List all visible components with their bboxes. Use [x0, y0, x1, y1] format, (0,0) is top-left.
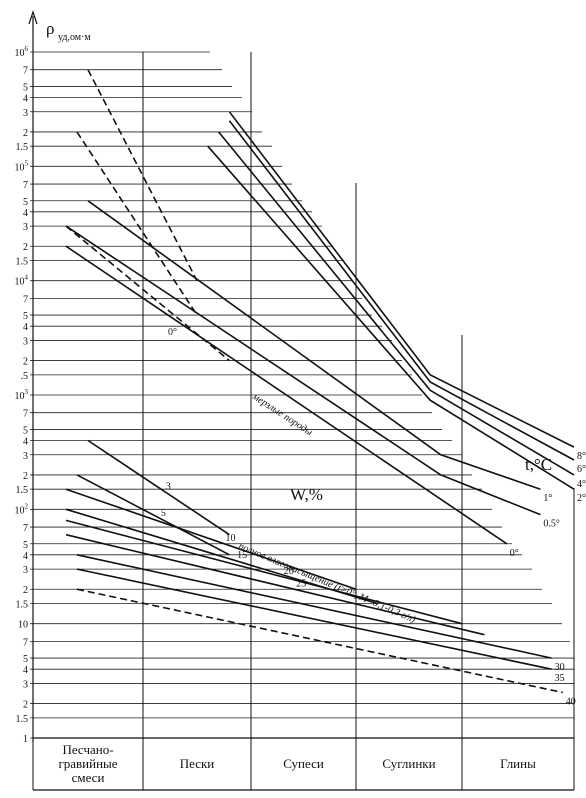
category-label: Пески: [180, 756, 215, 771]
y-tick-label: 4: [23, 436, 28, 447]
series-line: [65, 245, 508, 545]
y-tick-label: 2: [23, 471, 28, 482]
series-line: [217, 131, 575, 476]
y-tick-label: 2: [23, 242, 28, 253]
saturation-label: полное влагонасыщение (t>0°, M=0,1-0,3 г…: [237, 541, 418, 626]
y-tick-label: 103: [15, 388, 29, 402]
series-line: [87, 69, 198, 282]
series-label: 4°: [577, 479, 586, 490]
y-tick-label: 104: [15, 274, 29, 288]
y-tick-label: 3: [23, 679, 28, 690]
category-label: гравийные: [58, 756, 117, 771]
series-line: [228, 120, 575, 461]
y-axis-ticks: 106754321.5105754321.510475432.510375432…: [15, 45, 29, 745]
y-tick-label: 4: [23, 208, 28, 219]
y-tick-label: 2: [23, 357, 28, 368]
y-tick-label: 7: [23, 294, 28, 305]
y-tick-label: 105: [15, 159, 29, 173]
y-tick-label: 1.5: [16, 600, 29, 611]
category-label: Песчано-: [62, 742, 113, 757]
y-tick-label: 5: [23, 654, 28, 665]
y-tick-label: 1.5: [16, 142, 29, 153]
y-axis-symbol: ρ: [46, 19, 54, 38]
y-tick-label: 1.5: [16, 485, 29, 496]
series-label: 5: [161, 508, 166, 519]
series-label: 35: [555, 673, 565, 684]
series-label: 2°: [577, 493, 586, 504]
series-label: 1°: [543, 493, 552, 504]
y-axis-arrow: [28, 10, 38, 25]
y-tick-label: 5: [23, 197, 28, 208]
series-label: 40: [566, 697, 576, 708]
series-label: 0°: [510, 548, 519, 559]
series-line: [76, 131, 198, 316]
y-tick-label: 2: [23, 585, 28, 596]
series-line: [87, 439, 230, 536]
y-tick-label: 3: [23, 451, 28, 462]
series-line: [228, 111, 575, 448]
y-tick-label: 7: [23, 637, 28, 648]
y-tick-label: 3: [23, 336, 28, 347]
moisture-label: W,%: [290, 485, 323, 504]
y-tick-label: 1.5: [16, 257, 29, 268]
series-line: [65, 225, 541, 516]
series-line: [65, 519, 463, 625]
y-tick-label: 7: [23, 66, 28, 77]
y-tick-label: 4: [23, 665, 28, 676]
series-label: 10: [226, 533, 236, 544]
y-tick-label: 3: [23, 565, 28, 576]
series-line: [65, 488, 357, 590]
y-tick-label: 5: [23, 82, 28, 93]
series-line: [65, 533, 485, 636]
chart-annotations: мерзлые породы W,% t,°C полное влагонасыщен…: [168, 327, 552, 626]
y-tick-label: 5: [23, 311, 28, 322]
category-label: Глины: [500, 756, 536, 771]
y-axis-units: уд,ом·м: [58, 32, 91, 43]
y-tick-label: 7: [23, 523, 28, 534]
y-tick-label: 7: [23, 409, 28, 420]
y-tick-label: 106: [15, 45, 29, 59]
series-label: 8°: [577, 451, 586, 462]
series-line: [76, 568, 552, 670]
y-tick-label: 10: [18, 620, 28, 631]
temperature-label: t,°C: [525, 455, 552, 474]
y-tick-label: 102: [15, 502, 29, 516]
series-label: 3: [166, 481, 171, 492]
series-label: 20: [284, 566, 294, 577]
series-label: 30: [555, 662, 565, 673]
y-tick-label: 5: [23, 425, 28, 436]
series-line: [76, 474, 230, 556]
series-line: [87, 200, 541, 490]
permafrost-label: мерзлые породы: [250, 391, 315, 439]
category-label: смеси: [72, 770, 105, 785]
y-tick-label: 2: [23, 700, 28, 711]
series-line: [207, 145, 575, 490]
y-tick-label: 3: [23, 108, 28, 119]
y-tick-label: 7: [23, 180, 28, 191]
y-tick-label: 4: [23, 93, 28, 104]
series-line: [76, 588, 563, 694]
y-tick-label: 1.5: [16, 714, 29, 725]
y-tick-label: 4: [23, 322, 28, 333]
category-label: Суглинки: [382, 756, 435, 771]
y-axis-title: ρ уд,ом·м: [46, 19, 91, 43]
series-line: [65, 225, 230, 362]
y-tick-label: .5: [21, 371, 29, 382]
y-tick-label: 3: [23, 222, 28, 233]
series-line: [76, 554, 552, 659]
series-label: 15: [237, 550, 247, 561]
y-tick-label: 5: [23, 540, 28, 551]
category-label: Супеси: [283, 756, 324, 771]
y-tick-label: 2: [23, 128, 28, 139]
y-tick-label: 4: [23, 551, 28, 562]
zero-degree-label: 0°: [168, 327, 177, 338]
series-label: 6°: [577, 464, 586, 475]
y-tick-label: 1: [23, 734, 28, 745]
series-label: 0.5°: [543, 519, 560, 530]
series-label: 25: [296, 579, 306, 590]
chart-grid: [28, 10, 574, 742]
